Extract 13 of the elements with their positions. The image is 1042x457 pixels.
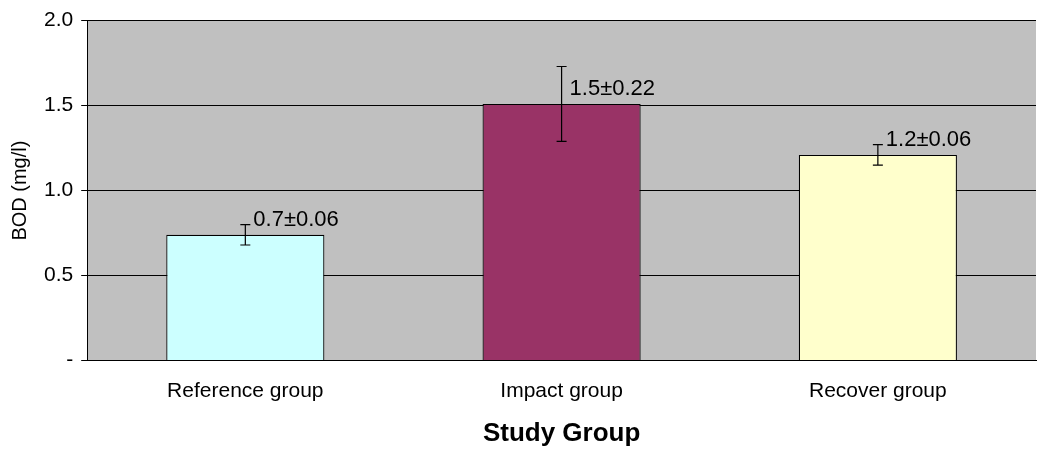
x-axis-title: Study Group [482, 416, 641, 447]
y-tick-label: 0.5 [43, 262, 74, 286]
y-tick-label: 1.5 [43, 92, 74, 116]
y-tick-label: 1.0 [43, 177, 74, 201]
data-label: 0.7±0.06 [253, 205, 339, 231]
y-tick-label: 2.0 [43, 7, 74, 31]
data-label: 1.5±0.22 [569, 74, 656, 100]
x-tick-label: Impact group [500, 378, 623, 401]
data-label: 1.2±0.06 [885, 125, 972, 151]
y-tick-label: - [66, 347, 74, 371]
y-axis-title: BOD (mg/l) [7, 140, 30, 241]
x-tick-label: Reference group [167, 378, 324, 401]
x-tick-label: Recover group [808, 378, 947, 401]
